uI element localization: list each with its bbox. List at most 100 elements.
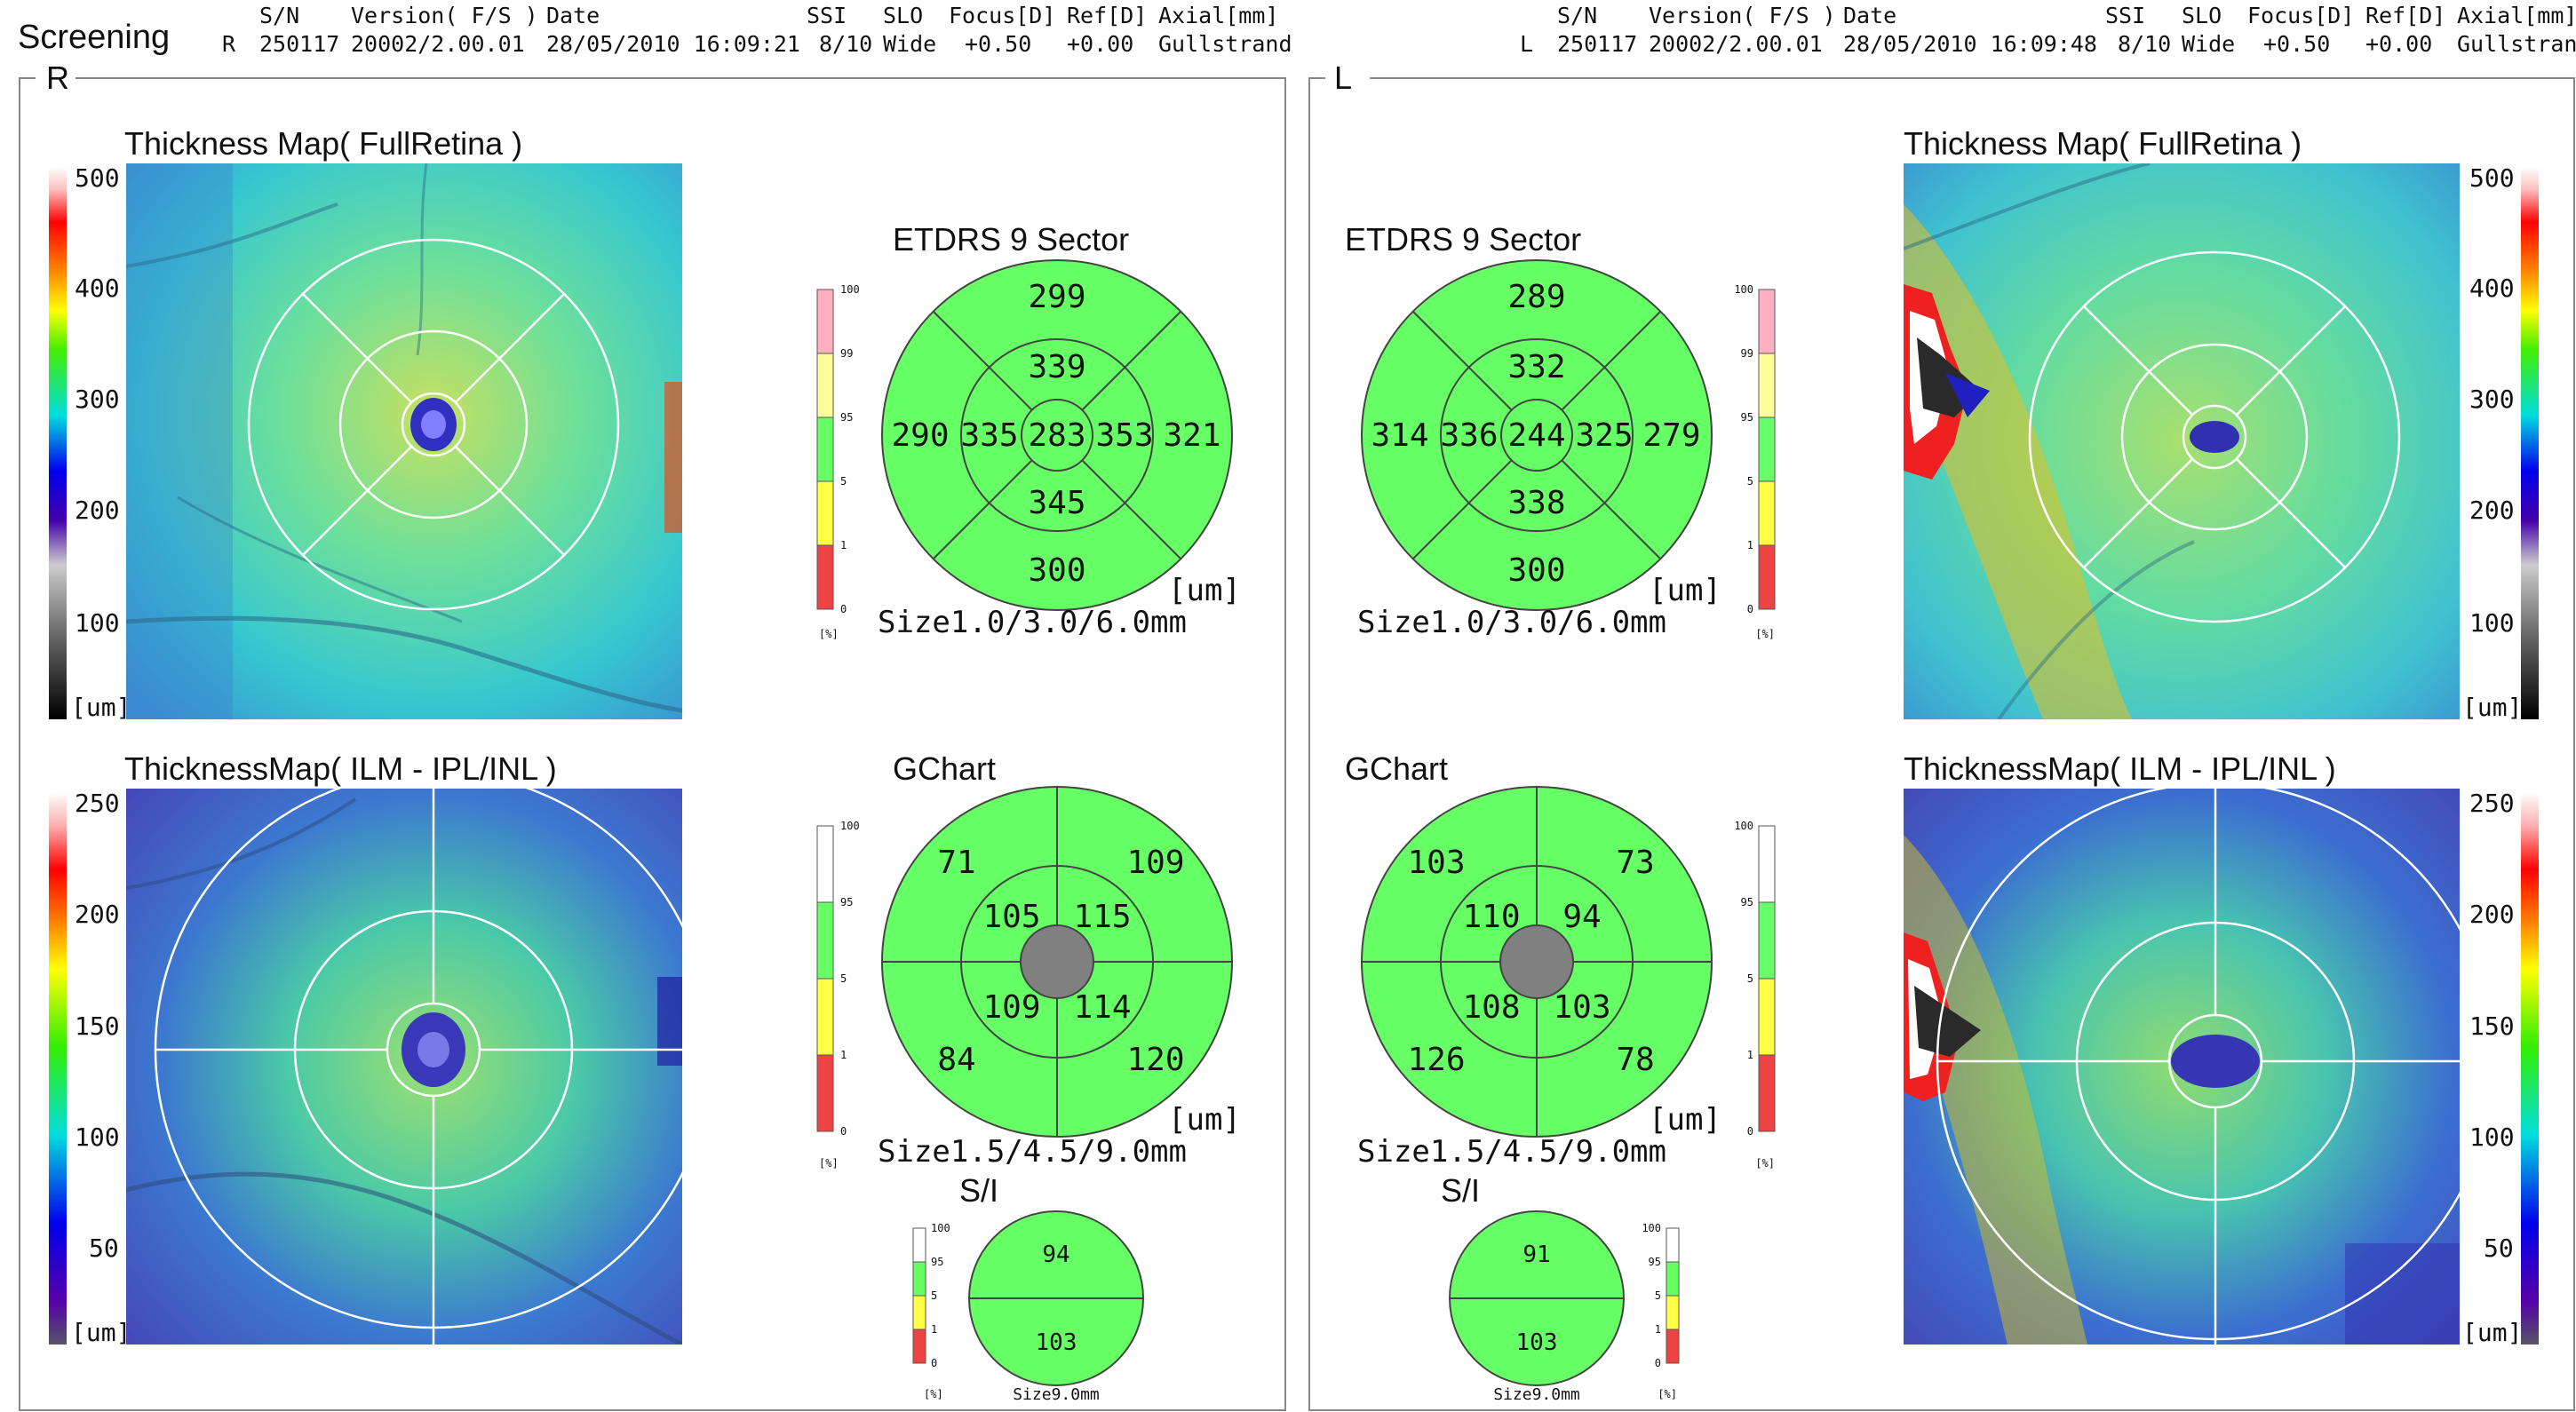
legend-tick: 95 [931, 1256, 943, 1268]
scale-tick: 200 [75, 496, 120, 525]
si-title: S/I [1441, 1172, 1480, 1209]
eye-side-label: L [1334, 59, 1352, 96]
etdrs-unit: [um] [1168, 573, 1241, 608]
normative-legend-si: 100 95 5 1 0 [%] [912, 1222, 950, 1400]
label-axial: Axial[mm] [2457, 3, 2576, 28]
label-date: Date [1843, 3, 1896, 28]
legend-tick: 100 [840, 283, 860, 296]
scale-tick: 400 [2469, 274, 2515, 303]
legend-tick: 1 [931, 1323, 937, 1336]
exam-slo: Wide [2182, 31, 2235, 57]
legend-tick: 0 [1747, 1125, 1753, 1138]
normative-legend-gchart: 100 95 5 1 0 [%] [816, 820, 860, 1170]
legend-unit: [%] [1755, 628, 1775, 640]
fovea-disc [1020, 924, 1094, 999]
label-slo: SLO [2182, 3, 2222, 28]
label-ssi: SSI [807, 3, 847, 28]
etdrs-center: 283 [1028, 417, 1085, 454]
si-inferior: 103 [1516, 1329, 1558, 1356]
scale-tick: 100 [2469, 608, 2515, 638]
scale-tick: 50 [2484, 1234, 2514, 1263]
gchart-outer-tr: 73 [1616, 845, 1654, 881]
label-sn: S/N [1557, 3, 1597, 28]
etdrs-inner-top: 339 [1028, 349, 1085, 385]
scale-tick: 200 [75, 900, 120, 929]
legend-tick: 5 [1747, 972, 1753, 985]
legend-tick: 95 [1649, 1256, 1661, 1268]
normative-legend-etdrs: 100 99 95 5 1 0 [%] [816, 283, 860, 640]
scale-tick: 400 [75, 274, 120, 303]
etdrs-inner-temporal: 353 [1095, 417, 1153, 454]
legend-unit: [%] [1658, 1388, 1677, 1400]
legend-unit: [%] [924, 1388, 943, 1400]
etdrs-inner-temporal: 336 [1440, 417, 1498, 454]
etdrs-outer-right: 279 [1642, 417, 1700, 454]
gchart-unit: [um] [1649, 1102, 1721, 1138]
etdrs-outer-bottom: 300 [1028, 552, 1085, 589]
gchart-outer-tl: 71 [937, 845, 975, 881]
legend-tick: 100 [1642, 1222, 1661, 1234]
label-ssi: SSI [2105, 3, 2145, 28]
fovea-disc [1499, 924, 1574, 999]
colorbar-fullretina [2521, 167, 2539, 719]
etdrs-outer-right: 321 [1163, 417, 1220, 454]
legend-tick: 5 [1747, 475, 1753, 488]
eye-side-label: R [46, 59, 69, 96]
scale-unit: [um] [71, 1318, 131, 1347]
gchart-inner-br: 103 [1553, 989, 1610, 1026]
normative-legend-gchart: 100 95 5 1 0 [%] [1734, 820, 1776, 1170]
si-inferior: 103 [1036, 1329, 1077, 1356]
etdrs-inner-top: 332 [1507, 349, 1565, 385]
exam-ssi: 8/10 [2118, 31, 2171, 57]
legend-tick: 1 [1747, 1049, 1753, 1061]
etdrs-chart-left: 244 332 336 325 338 289 314 279 300 [1361, 259, 1713, 611]
etdrs-outer-left: 314 [1371, 417, 1428, 454]
exam-ref: +0.00 [1067, 31, 1133, 57]
scale-tick: 100 [2469, 1122, 2515, 1152]
exam-header-right: S/N Version( F/S ) Date SSI SLO Focus[D]… [222, 3, 1292, 57]
legend-tick: 0 [1655, 1357, 1661, 1369]
etdrs-inner-bottom: 345 [1028, 485, 1085, 521]
legend-unit: [%] [819, 628, 839, 640]
scale-unit: [um] [2462, 1318, 2522, 1347]
thickness-map-fullretina-right [126, 163, 682, 719]
gchart-title: GChart [1345, 750, 1448, 787]
legend-tick: 95 [840, 896, 853, 908]
si-title: S/I [959, 1172, 998, 1209]
gchart-right: 71 109 84 120 105 115 109 114 [881, 786, 1233, 1138]
si-size: Size9.0mm [1493, 1385, 1580, 1404]
scale-tick: 200 [2469, 900, 2515, 929]
gchart-left: 103 73 126 78 110 94 108 103 [1361, 786, 1713, 1138]
gchart-size: Size1.5/4.5/9.0mm [878, 1134, 1187, 1170]
etdrs-title: ETDRS 9 Sector [1345, 221, 1581, 258]
map-title-fullretina: Thickness Map( FullRetina ) [124, 125, 522, 162]
scale-tick: 150 [2469, 1011, 2515, 1041]
thickness-map-gcl-right [126, 789, 682, 1345]
colorbar-fullretina-ticks: 500 400 300 200 100 [um] [2462, 163, 2522, 722]
scale-tick: 300 [75, 385, 120, 414]
scale-tick: 500 [75, 163, 120, 193]
si-chart-right: 94 103 [968, 1210, 1144, 1386]
label-axial: Axial[mm] [1158, 3, 1278, 28]
thickness-map-gcl-left [1904, 789, 2460, 1345]
exam-ssi: 8/10 [819, 31, 872, 57]
si-chart-left: 91 103 [1449, 1210, 1625, 1386]
scale-unit: [um] [71, 693, 131, 722]
label-date: Date [546, 3, 600, 28]
map-title-gcl: ThicknessMap( ILM - IPL/INL ) [124, 750, 557, 787]
legend-tick: 0 [931, 1357, 937, 1369]
exam-slo: Wide [883, 31, 936, 57]
legend-tick: 5 [840, 972, 847, 985]
etdrs-outer-bottom: 300 [1507, 552, 1565, 589]
etdrs-chart-right: 283 339 335 353 345 299 290 321 300 [881, 259, 1233, 611]
legend-tick: 5 [840, 475, 847, 488]
gchart-outer-tr: 109 [1126, 845, 1184, 881]
label-version: Version( F/S ) [1649, 3, 1836, 28]
etdrs-outer-top: 289 [1507, 279, 1565, 315]
colorbar-gcl-ticks: 250 200 150 100 50 [um] [2462, 789, 2522, 1347]
gchart-outer-br: 120 [1126, 1042, 1184, 1078]
map-title-gcl: ThicknessMap( ILM - IPL/INL ) [1904, 750, 2336, 787]
label-sn: S/N [259, 3, 299, 28]
legend-tick: 100 [931, 1222, 950, 1234]
legend-tick: 1 [1655, 1323, 1661, 1336]
